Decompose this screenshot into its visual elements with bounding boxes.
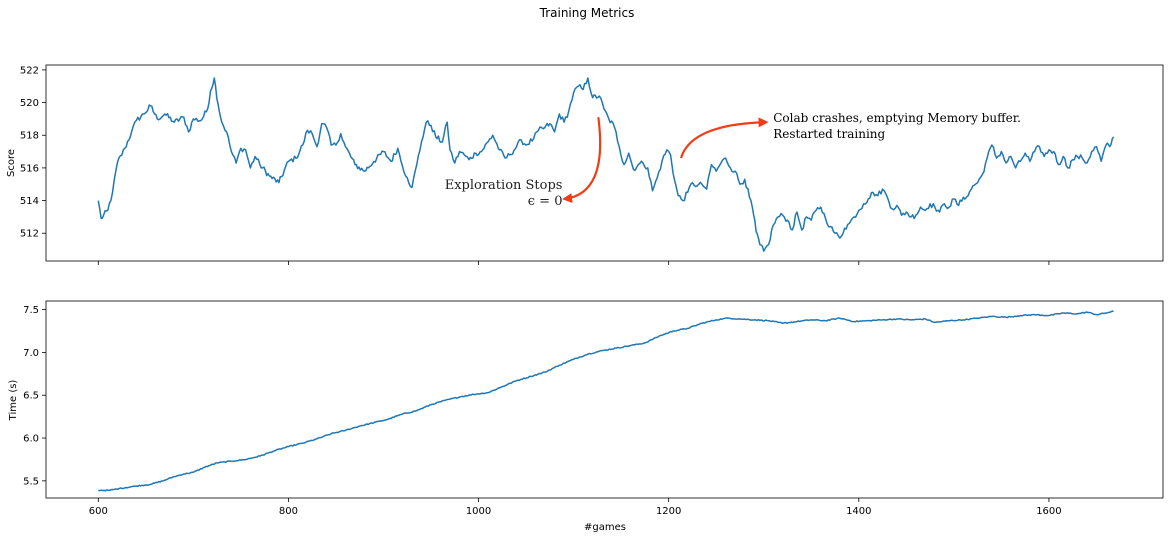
time-y-axis-label: Time (s) [8, 380, 19, 422]
score-series-line [97, 77, 1115, 252]
time-x-tick-label: 800 [279, 506, 298, 517]
time-y-tick-label: 6.0 [23, 434, 39, 445]
time-y-tick-label: 7.0 [23, 348, 39, 359]
time-x-tick-label: 1000 [466, 506, 491, 517]
score-y-axis-label: Score [6, 149, 17, 177]
annotation-text-line: Restarted training [773, 127, 885, 141]
score-plot-area [45, 64, 1164, 262]
time-plot-area [45, 300, 1164, 499]
time-panel: 5.5 6.0 6.5 7.0 7.5 600 800 1000 1200 1400 1600 T… [8, 300, 1164, 533]
time-x-axis-label: #games [584, 522, 626, 533]
annotation-arrow [679, 117, 769, 159]
score-y-tick-label: 522 [20, 65, 39, 76]
time-x-tick-label: 1400 [846, 506, 871, 517]
score-x-ticks [97, 261, 1050, 265]
time-y-tick-label: 6.5 [23, 391, 39, 402]
time-x-tick-label: 1200 [656, 506, 681, 517]
time-x-tick-label: 600 [89, 506, 108, 517]
annotation-text-line: ϵ = 0 [528, 194, 563, 209]
figure-title: Training Metrics [539, 6, 635, 20]
annotation-arrow [562, 117, 602, 203]
score-y-tick-label: 520 [20, 98, 39, 109]
annotation-text-line: Colab crashes, emptying Memory buffer. [773, 111, 1021, 125]
score-y-tick-label: 514 [20, 196, 39, 207]
score-y-tick-label: 512 [20, 229, 39, 240]
time-y-ticks: 5.5 6.0 6.5 7.0 7.5 [23, 305, 46, 487]
annotation-text-line: Exploration Stops [445, 178, 563, 193]
time-y-tick-label: 7.5 [23, 305, 39, 316]
time-x-ticks: 600 800 1000 1200 1400 1600 [89, 498, 1062, 517]
score-y-tick-label: 518 [20, 131, 39, 142]
time-x-tick-label: 1600 [1036, 506, 1061, 517]
score-y-ticks: 512 514 516 518 520 522 [20, 65, 46, 240]
score-y-tick-label: 516 [20, 163, 39, 174]
time-y-tick-label: 5.5 [23, 476, 39, 487]
time-series-line [98, 310, 1114, 492]
